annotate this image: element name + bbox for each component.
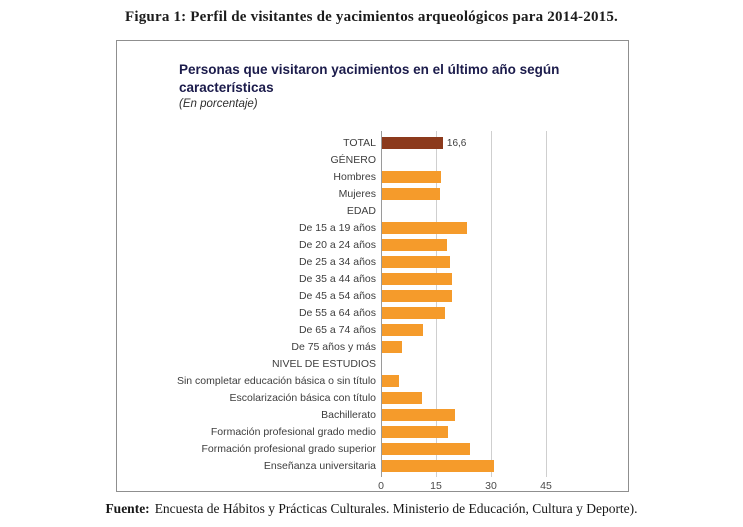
section-label: NIVEL DE ESTUDIOS [271,358,376,370]
chart-row: Mujeres [117,186,628,203]
gridline [436,131,437,477]
bar-track [381,373,611,390]
bar [382,273,453,285]
bar-track [381,203,611,220]
chart-row: TOTAL 16,6 [117,135,628,152]
bar [382,375,399,387]
chart-row: De 20 a 24 años [117,237,628,254]
bar-track [381,441,611,458]
bar-track [381,237,611,254]
chart-row: Hombres [117,169,628,186]
chart-row: De 65 a 74 años [117,322,628,339]
bar [382,409,455,421]
row-label: De 45 a 54 años [298,290,376,302]
bar-track [381,288,611,305]
bar-value-label: 16,6 [446,138,467,149]
chart-row: De 75 años y más [117,339,628,356]
chart-row: Escolarización básica con título [117,390,628,407]
bar [382,443,471,455]
x-tick-label: 0 [378,480,384,492]
bar [382,171,442,183]
bar [382,460,494,472]
chart-row: De 45 a 54 años [117,288,628,305]
chart-panel: Personas que visitaron yacimientos en el… [116,40,629,492]
chart-row: De 25 a 34 años [117,254,628,271]
row-label: De 75 años y más [291,341,376,353]
chart-row: Enseñanza universitaria [117,458,628,475]
axis-line [381,131,382,477]
row-label: Formación profesional grado medio [210,426,376,438]
row-label: De 15 a 19 años [298,222,376,234]
chart-row: GÉNERO [117,152,628,169]
gridline [491,131,492,477]
x-tick-label: 45 [540,480,552,492]
source-text: Encuesta de Hábitos y Prácticas Cultural… [154,501,638,516]
bar-track [381,322,611,339]
bar [382,239,447,251]
bar [382,188,441,200]
row-label: TOTAL [343,137,376,149]
figure-caption: Figura 1: Perfil de visitantes de yacimi… [124,9,618,25]
grid [381,131,547,477]
row-label: Formación profesional grado superior [201,443,376,455]
bar [382,222,468,234]
section-label: GÉNERO [330,154,376,166]
row-label: De 65 a 74 años [298,324,376,336]
bar-track [381,424,611,441]
bar-track [381,152,611,169]
bar-rows: TOTAL 16,6 GÉNERO Hombres Mujeres EDAD De 15 a… [117,135,628,475]
chart-row: De 35 a 44 años [117,271,628,288]
chart-title: Personas que visitaron yacimientos en el… [179,62,560,95]
chart-row: De 55 a 64 años [117,305,628,322]
row-label: De 55 a 64 años [298,307,376,319]
chart-row: De 15 a 19 años [117,220,628,237]
chart-row: Sin completar educación básica o sin tít… [117,373,628,390]
chart-row: Formación profesional grado superior [117,441,628,458]
chart-row: EDAD [117,203,628,220]
source-label: Fuente: [105,501,150,516]
bar-track [381,407,611,424]
row-label: Sin completar educación básica o sin tít… [176,375,376,387]
bar [382,290,453,302]
x-tick-label: 15 [430,480,442,492]
source-note: Fuente: Encuesta de Hábitos y Prácticas C… [0,501,743,517]
bar-track [381,356,611,373]
bar [382,256,450,268]
chart-subtitle: (En porcentaje) [179,98,258,110]
bar [382,307,446,319]
bar-track [381,305,611,322]
x-tick-label: 30 [485,480,497,492]
row-label: De 20 a 24 años [298,239,376,251]
total-bar [382,137,443,149]
bar-track [381,169,611,186]
row-label: Mujeres [338,188,376,200]
bar [382,324,424,336]
bar-track [381,271,611,288]
bar-track [381,186,611,203]
chart-row: Bachillerato [117,407,628,424]
bar-track: 16,6 [381,135,611,152]
section-label: EDAD [346,205,376,217]
row-label: Enseñanza universitaria [263,460,376,472]
row-label: Bachillerato [321,409,376,421]
chart-row: NIVEL DE ESTUDIOS [117,356,628,373]
row-label: De 35 a 44 años [298,273,376,285]
bar [382,392,423,404]
gridline [546,131,547,477]
row-label: Hombres [333,171,376,183]
row-label: De 25 a 34 años [298,256,376,268]
x-axis: 0 15 30 45 [378,480,581,494]
bar-track [381,254,611,271]
bar [382,426,448,438]
chart-row: Formación profesional grado medio [117,424,628,441]
bar-track [381,220,611,237]
bar-track [381,458,611,475]
bar-track [381,390,611,407]
row-label: Escolarización básica con título [229,392,377,404]
bar [382,341,402,353]
bar-track [381,339,611,356]
